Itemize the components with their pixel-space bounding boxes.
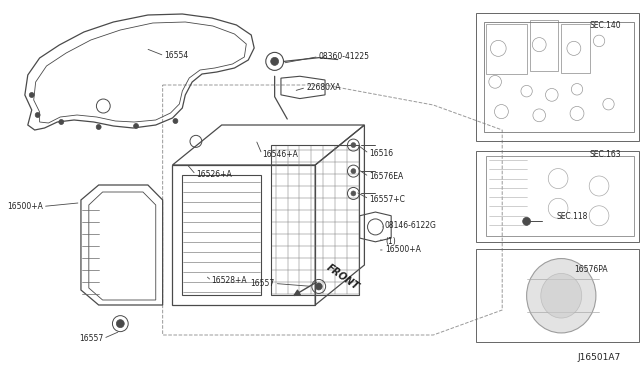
Text: FRONT: FRONT [325, 262, 361, 292]
Ellipse shape [541, 273, 582, 318]
Text: 16526+A: 16526+A [196, 170, 232, 179]
Text: 16516: 16516 [369, 149, 393, 158]
Text: 16576EA: 16576EA [369, 172, 403, 181]
Text: 16500+A: 16500+A [385, 246, 420, 254]
Circle shape [271, 57, 278, 65]
Circle shape [116, 320, 124, 328]
Circle shape [351, 142, 356, 148]
Circle shape [134, 124, 138, 128]
Text: 16576PA: 16576PA [574, 265, 607, 274]
Text: 08360-41225: 08360-41225 [319, 52, 370, 61]
Text: (1): (1) [385, 237, 396, 246]
Text: 16500+A: 16500+A [7, 202, 43, 211]
Circle shape [173, 119, 178, 124]
Text: 16557: 16557 [79, 334, 103, 343]
Text: 16557+C: 16557+C [369, 195, 405, 203]
Text: SEC.163: SEC.163 [589, 150, 621, 159]
Circle shape [96, 125, 101, 129]
Circle shape [351, 191, 356, 196]
Text: 16554: 16554 [164, 51, 189, 60]
Text: 16557: 16557 [250, 279, 275, 288]
Circle shape [523, 217, 531, 225]
Text: J16501A7: J16501A7 [578, 353, 621, 362]
Circle shape [316, 283, 322, 290]
Text: 08146-6122G: 08146-6122G [385, 221, 436, 230]
Text: SEC.140: SEC.140 [589, 21, 621, 30]
Text: 16546+A: 16546+A [262, 150, 298, 159]
Circle shape [35, 112, 40, 118]
Text: 16528+A: 16528+A [212, 276, 247, 285]
Circle shape [29, 93, 34, 97]
Text: 22680XA: 22680XA [306, 83, 340, 92]
Circle shape [59, 119, 64, 125]
Ellipse shape [527, 259, 596, 333]
Text: SEC.118: SEC.118 [557, 212, 588, 221]
Circle shape [351, 169, 356, 174]
